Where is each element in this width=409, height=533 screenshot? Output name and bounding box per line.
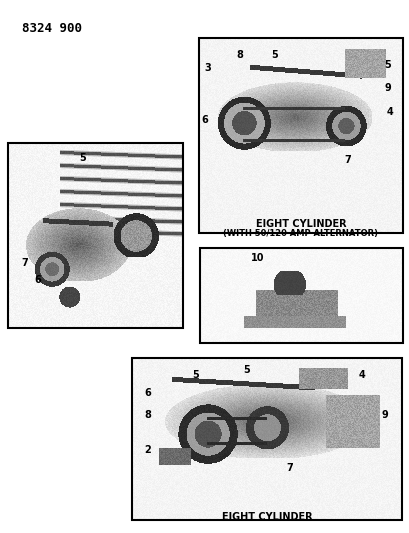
Text: (WITH 50/120 AMP ALTERNATOR): (WITH 50/120 AMP ALTERNATOR) xyxy=(223,229,378,238)
Bar xyxy=(8,143,182,328)
Text: 6: 6 xyxy=(34,275,41,285)
Bar xyxy=(198,38,402,233)
Text: 8: 8 xyxy=(236,50,243,60)
Text: 6: 6 xyxy=(144,388,151,398)
Text: EIGHT CYLINDER: EIGHT CYLINDER xyxy=(221,512,312,522)
Bar xyxy=(132,358,401,520)
Text: 4: 4 xyxy=(358,370,364,380)
Text: 5: 5 xyxy=(79,153,86,163)
Bar xyxy=(200,248,402,343)
Text: 5: 5 xyxy=(384,60,391,70)
Text: 9: 9 xyxy=(381,410,387,420)
Text: 10: 10 xyxy=(251,253,264,263)
Text: EIGHT CYLINDER: EIGHT CYLINDER xyxy=(255,219,346,229)
Text: 5: 5 xyxy=(243,365,250,375)
Text: 6: 6 xyxy=(201,115,208,125)
Text: 2: 2 xyxy=(144,445,151,455)
Text: 8324 900: 8324 900 xyxy=(22,22,82,35)
Text: 3: 3 xyxy=(204,63,211,73)
Text: 7: 7 xyxy=(22,258,28,268)
Text: 5: 5 xyxy=(271,50,278,60)
Text: 7: 7 xyxy=(286,463,293,473)
Text: 7: 7 xyxy=(344,155,351,165)
Text: 9: 9 xyxy=(384,83,391,93)
Text: 4: 4 xyxy=(386,107,392,117)
Text: 8: 8 xyxy=(144,410,151,420)
Text: 5: 5 xyxy=(192,370,199,380)
